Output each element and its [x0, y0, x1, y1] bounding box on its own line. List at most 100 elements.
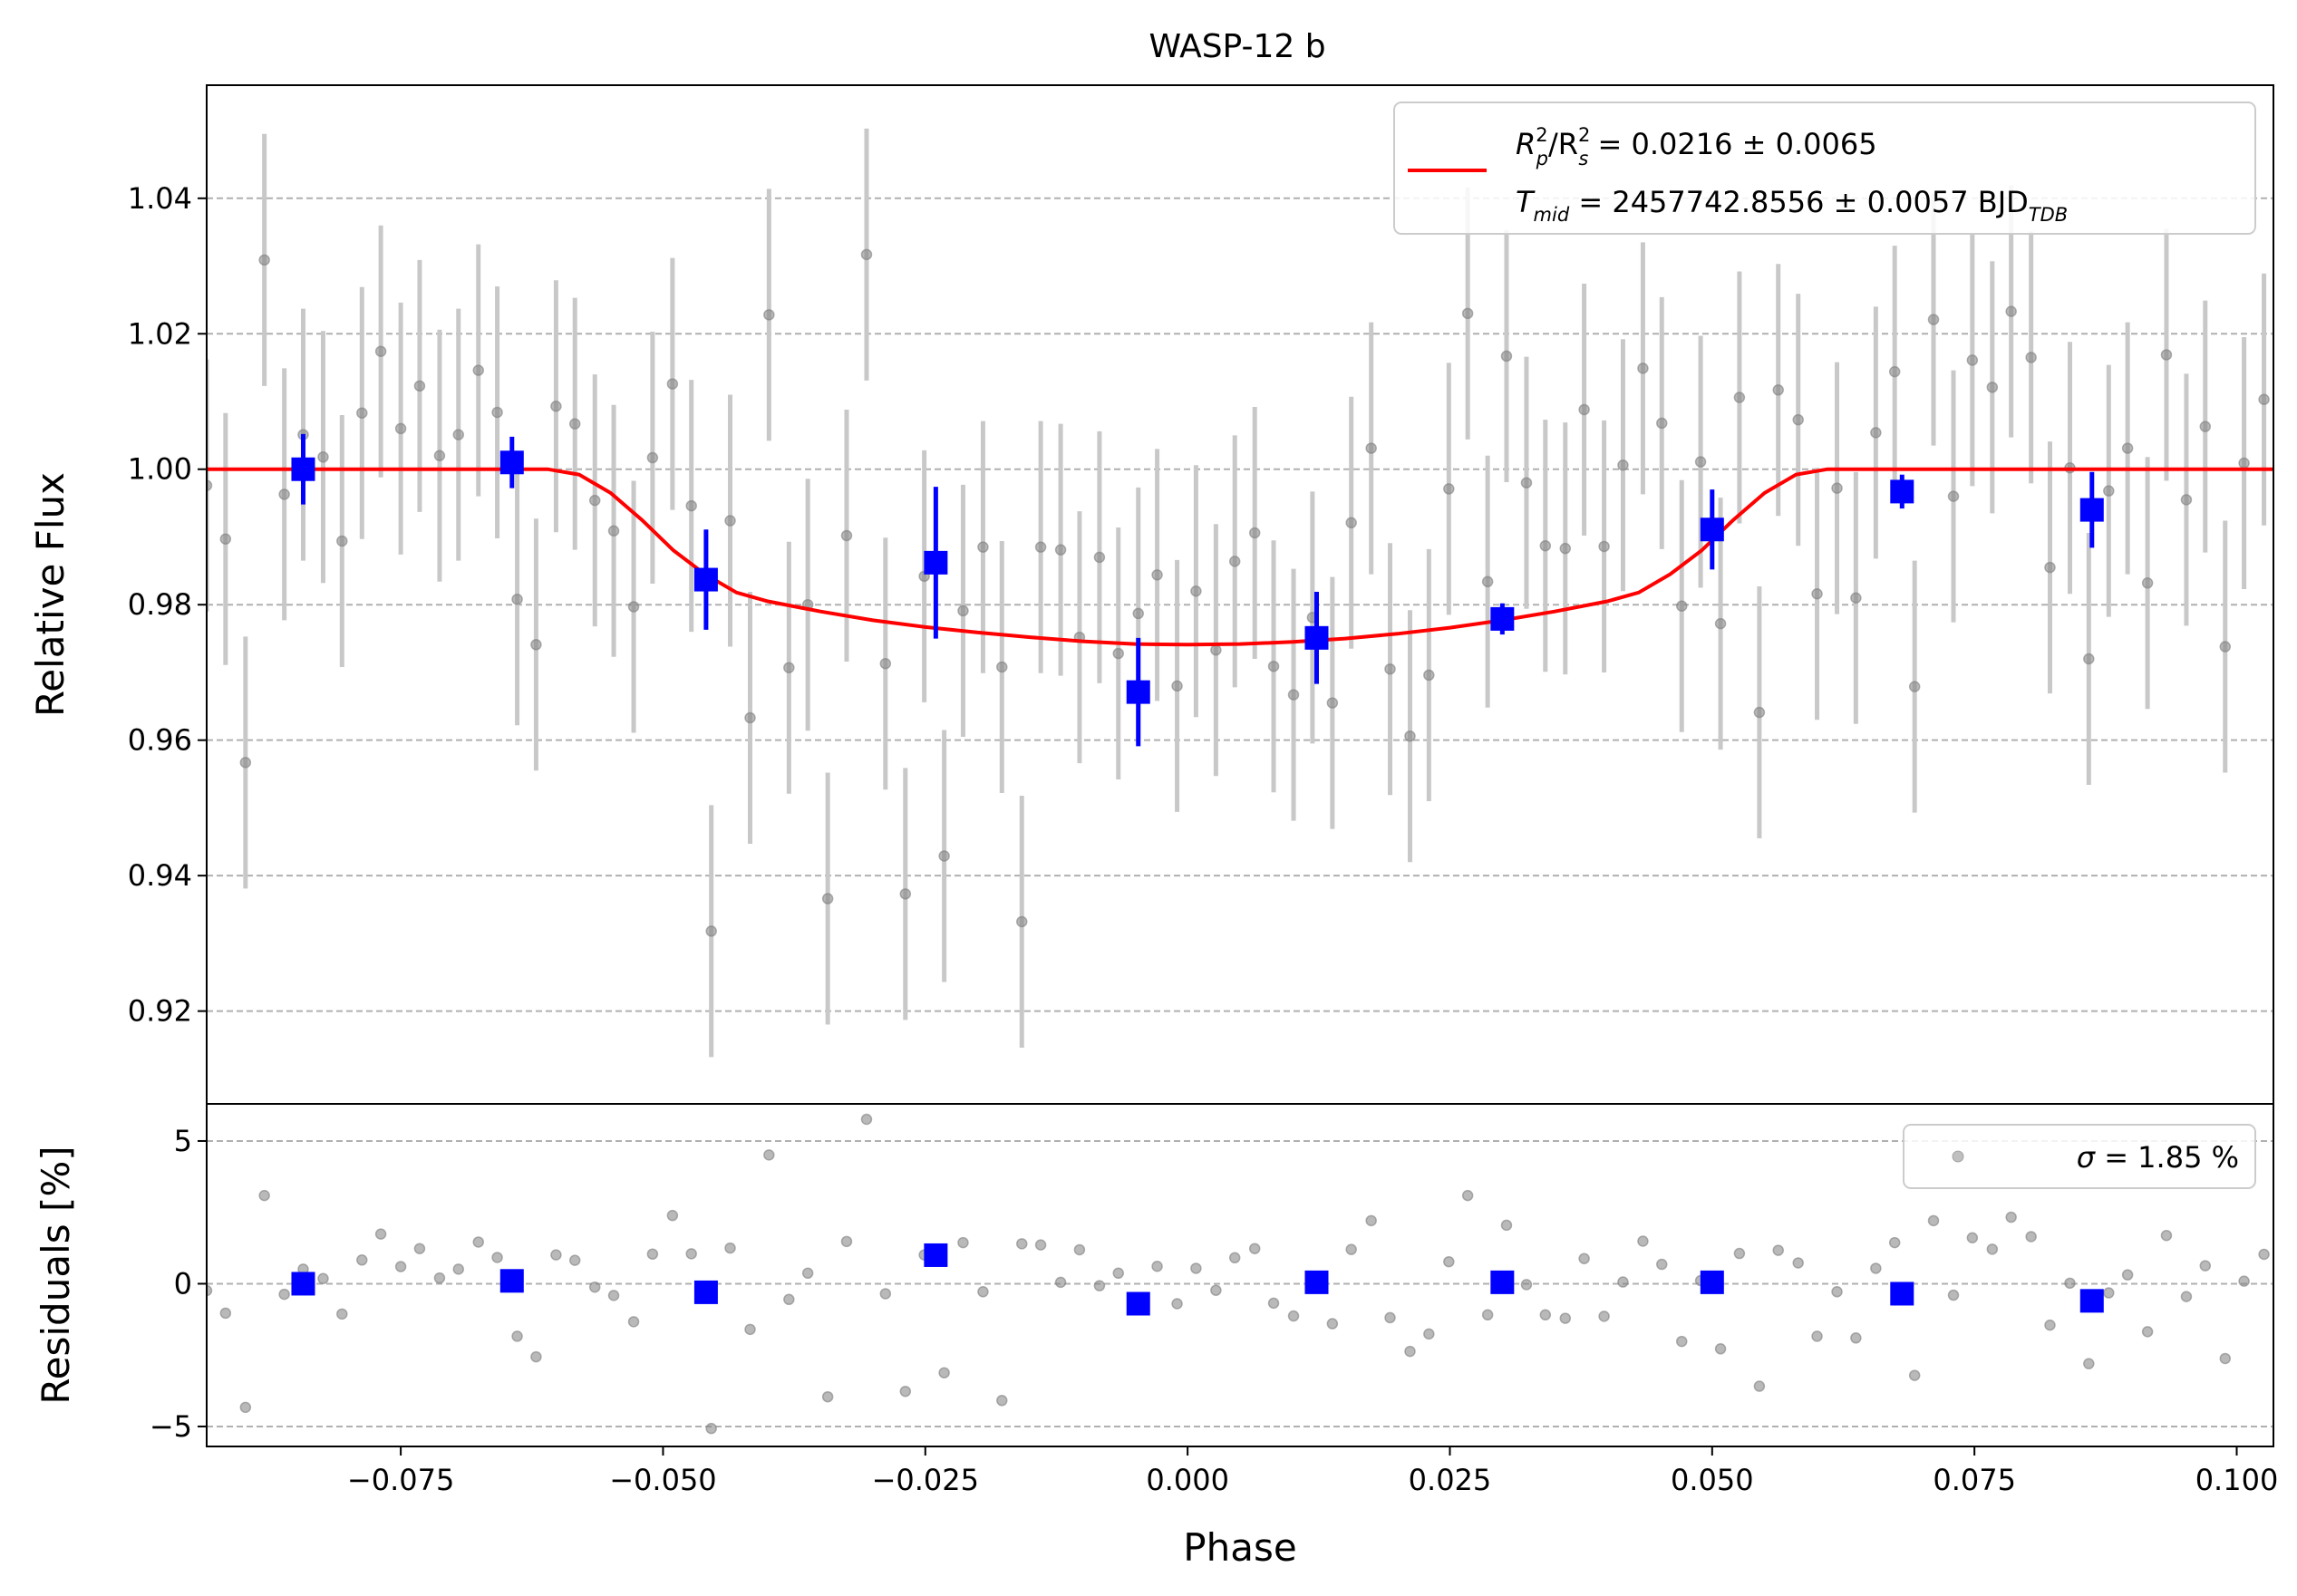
raw-residual-point: [879, 1288, 892, 1300]
raw-residual-point: [1714, 1343, 1727, 1355]
binned-residual-point: [693, 1280, 718, 1304]
raw-flux-point: [1694, 456, 1707, 468]
raw-flux-point: [1151, 569, 1163, 581]
binned-flux-point: [1490, 606, 1515, 631]
bottom-xlabel: Phase: [1183, 1525, 1296, 1570]
raw-residual-point: [219, 1307, 232, 1320]
raw-flux-point: [646, 451, 659, 464]
raw-residual-point: [821, 1390, 834, 1403]
raw-flux-point: [996, 661, 1008, 673]
raw-residual-point: [724, 1242, 736, 1254]
raw-flux-point: [2121, 442, 2134, 454]
raw-residual-point: [2121, 1269, 2134, 1281]
raw-residual-point: [317, 1272, 329, 1285]
raw-flux-point: [374, 345, 387, 357]
raw-flux-point: [336, 535, 348, 547]
raw-residual-point: [1423, 1328, 1435, 1340]
raw-residual-point: [977, 1286, 989, 1298]
raw-residual-point: [996, 1395, 1008, 1407]
raw-residual-point: [1811, 1330, 1823, 1342]
raw-flux-point: [938, 850, 950, 862]
raw-residual-point: [1578, 1253, 1590, 1264]
raw-flux-point: [627, 601, 640, 613]
raw-residual-point: [258, 1189, 270, 1202]
raw-residual-point: [413, 1243, 426, 1254]
raw-flux-point: [1171, 680, 1183, 692]
raw-residual-point: [1986, 1243, 1999, 1255]
bottom-xtick-label: 0.000: [1146, 1463, 1229, 1497]
bottom-ytick-label: 5: [174, 1124, 192, 1158]
raw-flux-point: [1345, 517, 1357, 529]
raw-residual-point: [278, 1288, 290, 1301]
raw-flux-point: [2199, 421, 2212, 432]
raw-flux-point: [2258, 393, 2270, 406]
raw-flux-point: [2219, 641, 2232, 653]
raw-residual-point: [2180, 1291, 2193, 1302]
raw-flux-point: [899, 888, 912, 900]
raw-flux-point: [1986, 382, 1999, 393]
raw-flux-point: [1423, 669, 1435, 682]
raw-residual-point: [1054, 1276, 1067, 1289]
binned-flux-point: [499, 450, 524, 475]
raw-flux-point: [879, 657, 892, 670]
raw-residual-point: [938, 1367, 950, 1378]
raw-flux-point: [1267, 660, 1280, 672]
raw-residual-point: [666, 1209, 679, 1222]
raw-flux-point: [1792, 413, 1804, 426]
raw-flux-point: [1947, 490, 1960, 502]
chart-title: WASP-12 b: [1148, 28, 1325, 65]
binned-flux-point: [1126, 680, 1150, 704]
raw-residual-point: [1888, 1236, 1901, 1249]
raw-flux-point: [530, 639, 542, 651]
raw-flux-point: [413, 380, 426, 392]
residuals-panel: −5 0 5 −0.075 −0.050 −0.025 0.000 0.025 0.050 0.…: [34, 1103, 2278, 1570]
raw-residual-point: [239, 1401, 252, 1414]
raw-residual-point: [1772, 1244, 1784, 1256]
raw-flux-point: [1443, 483, 1455, 495]
raw-residual-point: [1151, 1260, 1163, 1272]
raw-flux-point: [1093, 551, 1106, 564]
raw-residual-point: [1966, 1232, 1979, 1243]
raw-flux-point: [1850, 592, 1862, 604]
raw-residual-point: [1404, 1345, 1416, 1358]
raw-residual-point: [2025, 1231, 2037, 1243]
raw-flux-point: [1228, 556, 1241, 567]
raw-residual-point: [2005, 1211, 2017, 1224]
raw-residual-point: [1539, 1309, 1552, 1321]
raw-flux-point: [607, 525, 620, 537]
raw-residual-point: [1210, 1284, 1222, 1296]
raw-flux-point: [860, 248, 873, 261]
raw-residual-point: [1947, 1289, 1960, 1301]
raw-residual-point: [1384, 1311, 1396, 1324]
binned-flux-point: [1890, 479, 1914, 504]
binned-residual-point: [1490, 1270, 1515, 1294]
raw-flux-point: [1966, 354, 1979, 366]
top-ytick-label: 0.92: [128, 994, 192, 1029]
raw-residual-point: [1073, 1243, 1086, 1256]
raw-flux-point: [1384, 663, 1396, 675]
raw-residual-point: [2199, 1260, 2212, 1272]
bottom-xtick-label: −0.075: [347, 1463, 454, 1497]
raw-flux-point: [1559, 542, 1572, 555]
raw-residual-point: [1345, 1243, 1357, 1255]
raw-residual-point: [472, 1236, 485, 1248]
raw-residual-point: [1112, 1267, 1124, 1280]
raw-residual-point: [860, 1113, 873, 1126]
raw-residual-point: [1598, 1311, 1610, 1322]
raw-residual-point: [1559, 1312, 1572, 1324]
raw-flux-point: [1112, 647, 1124, 660]
top-ytick-label: 0.96: [128, 723, 192, 758]
top-yticks: 0.92 0.94 0.96 0.98 1.00 1.02 1.04: [128, 181, 207, 1029]
raw-flux-point: [278, 488, 290, 500]
bottom-ytick-label: −5: [150, 1409, 192, 1444]
raw-residual-point: [1617, 1276, 1629, 1288]
bottom-legend-box: [1903, 1124, 2256, 1189]
legend-sigma: σ = 1.85 %: [2077, 1140, 2239, 1175]
raw-residual-point: [1792, 1257, 1804, 1269]
raw-flux-point: [783, 662, 795, 673]
raw-flux-point: [1520, 477, 1533, 488]
raw-residual-point: [452, 1263, 465, 1275]
raw-residual-point: [1461, 1189, 1474, 1202]
raw-flux-point: [744, 711, 756, 724]
transit-panel: 0.92 0.94 0.96 0.98 1.00 1.02 1.04 R2 p/R2 s = 0…: [28, 84, 2274, 1105]
